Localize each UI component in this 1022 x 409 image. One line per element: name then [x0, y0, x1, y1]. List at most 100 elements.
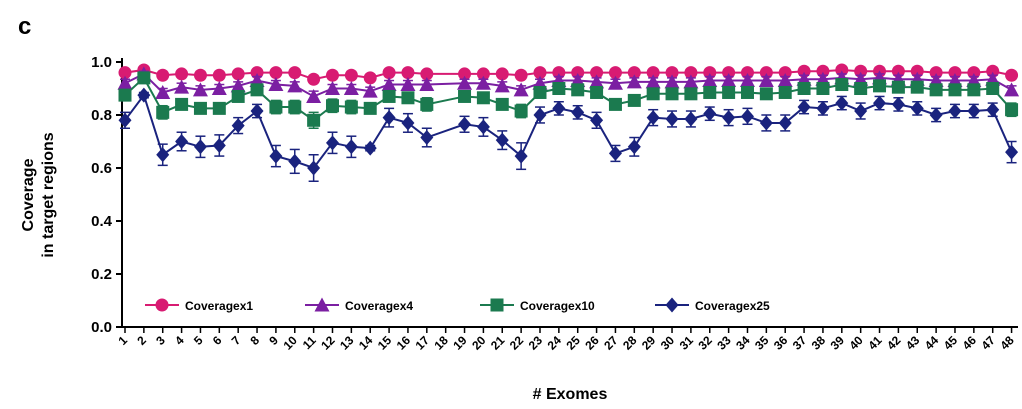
x-tick-label: 15 [375, 333, 395, 353]
data-point [192, 82, 208, 97]
data-point [873, 79, 887, 93]
x-tick-label: 37 [790, 333, 810, 353]
x-tick-label: 38 [809, 333, 829, 353]
x-tick-label: 5 [191, 333, 206, 348]
data-point [816, 100, 830, 116]
data-point [986, 82, 1000, 95]
data-point [212, 101, 226, 115]
legend-marker [155, 298, 169, 312]
data-point [514, 148, 528, 164]
data-point [476, 67, 490, 81]
data-point [1004, 82, 1020, 97]
x-tick-label: 29 [639, 333, 659, 353]
data-point [967, 103, 981, 119]
legend-marker [665, 297, 679, 313]
data-point [552, 82, 566, 95]
data-point [608, 145, 622, 161]
data-point [589, 74, 605, 89]
data-point [646, 110, 660, 126]
data-point [703, 85, 717, 99]
data-point [269, 66, 283, 80]
data-point [193, 68, 207, 82]
data-point [948, 103, 962, 119]
x-tick-label: 19 [450, 333, 470, 353]
y-tick-label: 1.0 [91, 54, 112, 71]
data-point [590, 66, 604, 80]
data-point [307, 160, 321, 176]
data-point [156, 105, 170, 119]
data-point [739, 73, 755, 88]
data-point [646, 66, 660, 80]
data-point [665, 111, 679, 127]
data-point [835, 95, 849, 111]
data-point [458, 89, 472, 103]
data-point [494, 78, 510, 93]
data-point [382, 110, 396, 126]
data-point [382, 66, 396, 80]
data-point [381, 77, 397, 92]
data-point [590, 85, 604, 99]
data-point [513, 82, 529, 97]
data-point [986, 102, 1000, 118]
data-point [363, 71, 377, 85]
x-tick-label: 47 [978, 333, 998, 353]
data-point [343, 81, 359, 95]
data-point [646, 87, 660, 101]
data-point [476, 119, 490, 135]
x-tick-label: 4 [172, 333, 187, 348]
data-point [307, 113, 321, 127]
x-tick-label: 45 [941, 333, 961, 353]
y-tick-label: 0.4 [91, 213, 113, 230]
data-point [211, 81, 227, 95]
data-point [363, 101, 377, 115]
x-tick-label: 43 [903, 333, 923, 353]
data-point [571, 104, 585, 120]
data-point [627, 93, 641, 107]
data-point [665, 87, 679, 101]
data-point [175, 97, 189, 111]
x-tick-label: 2 [134, 333, 149, 348]
data-point [324, 81, 340, 95]
data-point [268, 77, 284, 92]
y-tick-label: 0.0 [91, 319, 112, 336]
data-point [665, 66, 679, 80]
data-point [1005, 68, 1019, 82]
data-point [401, 91, 415, 105]
data-point [212, 137, 226, 153]
data-point [778, 85, 792, 99]
data-point [117, 75, 133, 90]
x-tick-label: 3 [153, 333, 168, 348]
data-point [231, 67, 245, 81]
data-point [797, 82, 811, 95]
x-tick-label: 34 [733, 333, 753, 353]
data-point [645, 74, 661, 89]
data-point [307, 72, 321, 86]
data-point [608, 97, 622, 111]
data-point [193, 101, 207, 115]
data-point [703, 106, 717, 122]
x-axis-ticks: 1 2 3 4 5 6 7 8 9 10 11 12 13 14 15 16 17 18 19 20 21 22 23 24 2… [115, 327, 1017, 353]
x-tick-label: 12 [318, 333, 338, 353]
data-point [608, 66, 622, 80]
data-point [250, 103, 264, 119]
y-tick-label: 0.2 [91, 266, 112, 283]
legend-label: Coveragex1 [185, 299, 253, 313]
data-point [400, 77, 416, 92]
data-point [137, 87, 151, 103]
data-point [230, 78, 246, 93]
data-point [740, 85, 754, 99]
data-point [929, 83, 943, 97]
data-point [929, 107, 943, 123]
data-point [401, 115, 415, 131]
data-point [891, 80, 905, 94]
data-point [684, 66, 698, 80]
data-point [533, 85, 547, 99]
data-point [175, 134, 189, 149]
data-point [854, 82, 868, 95]
x-tick-label: 46 [960, 333, 980, 353]
legend-marker [490, 298, 504, 312]
data-point [288, 100, 302, 114]
x-tick-label: 18 [431, 333, 451, 353]
x-tick-label: 9 [266, 333, 281, 348]
x-tick-label: 21 [488, 333, 508, 353]
